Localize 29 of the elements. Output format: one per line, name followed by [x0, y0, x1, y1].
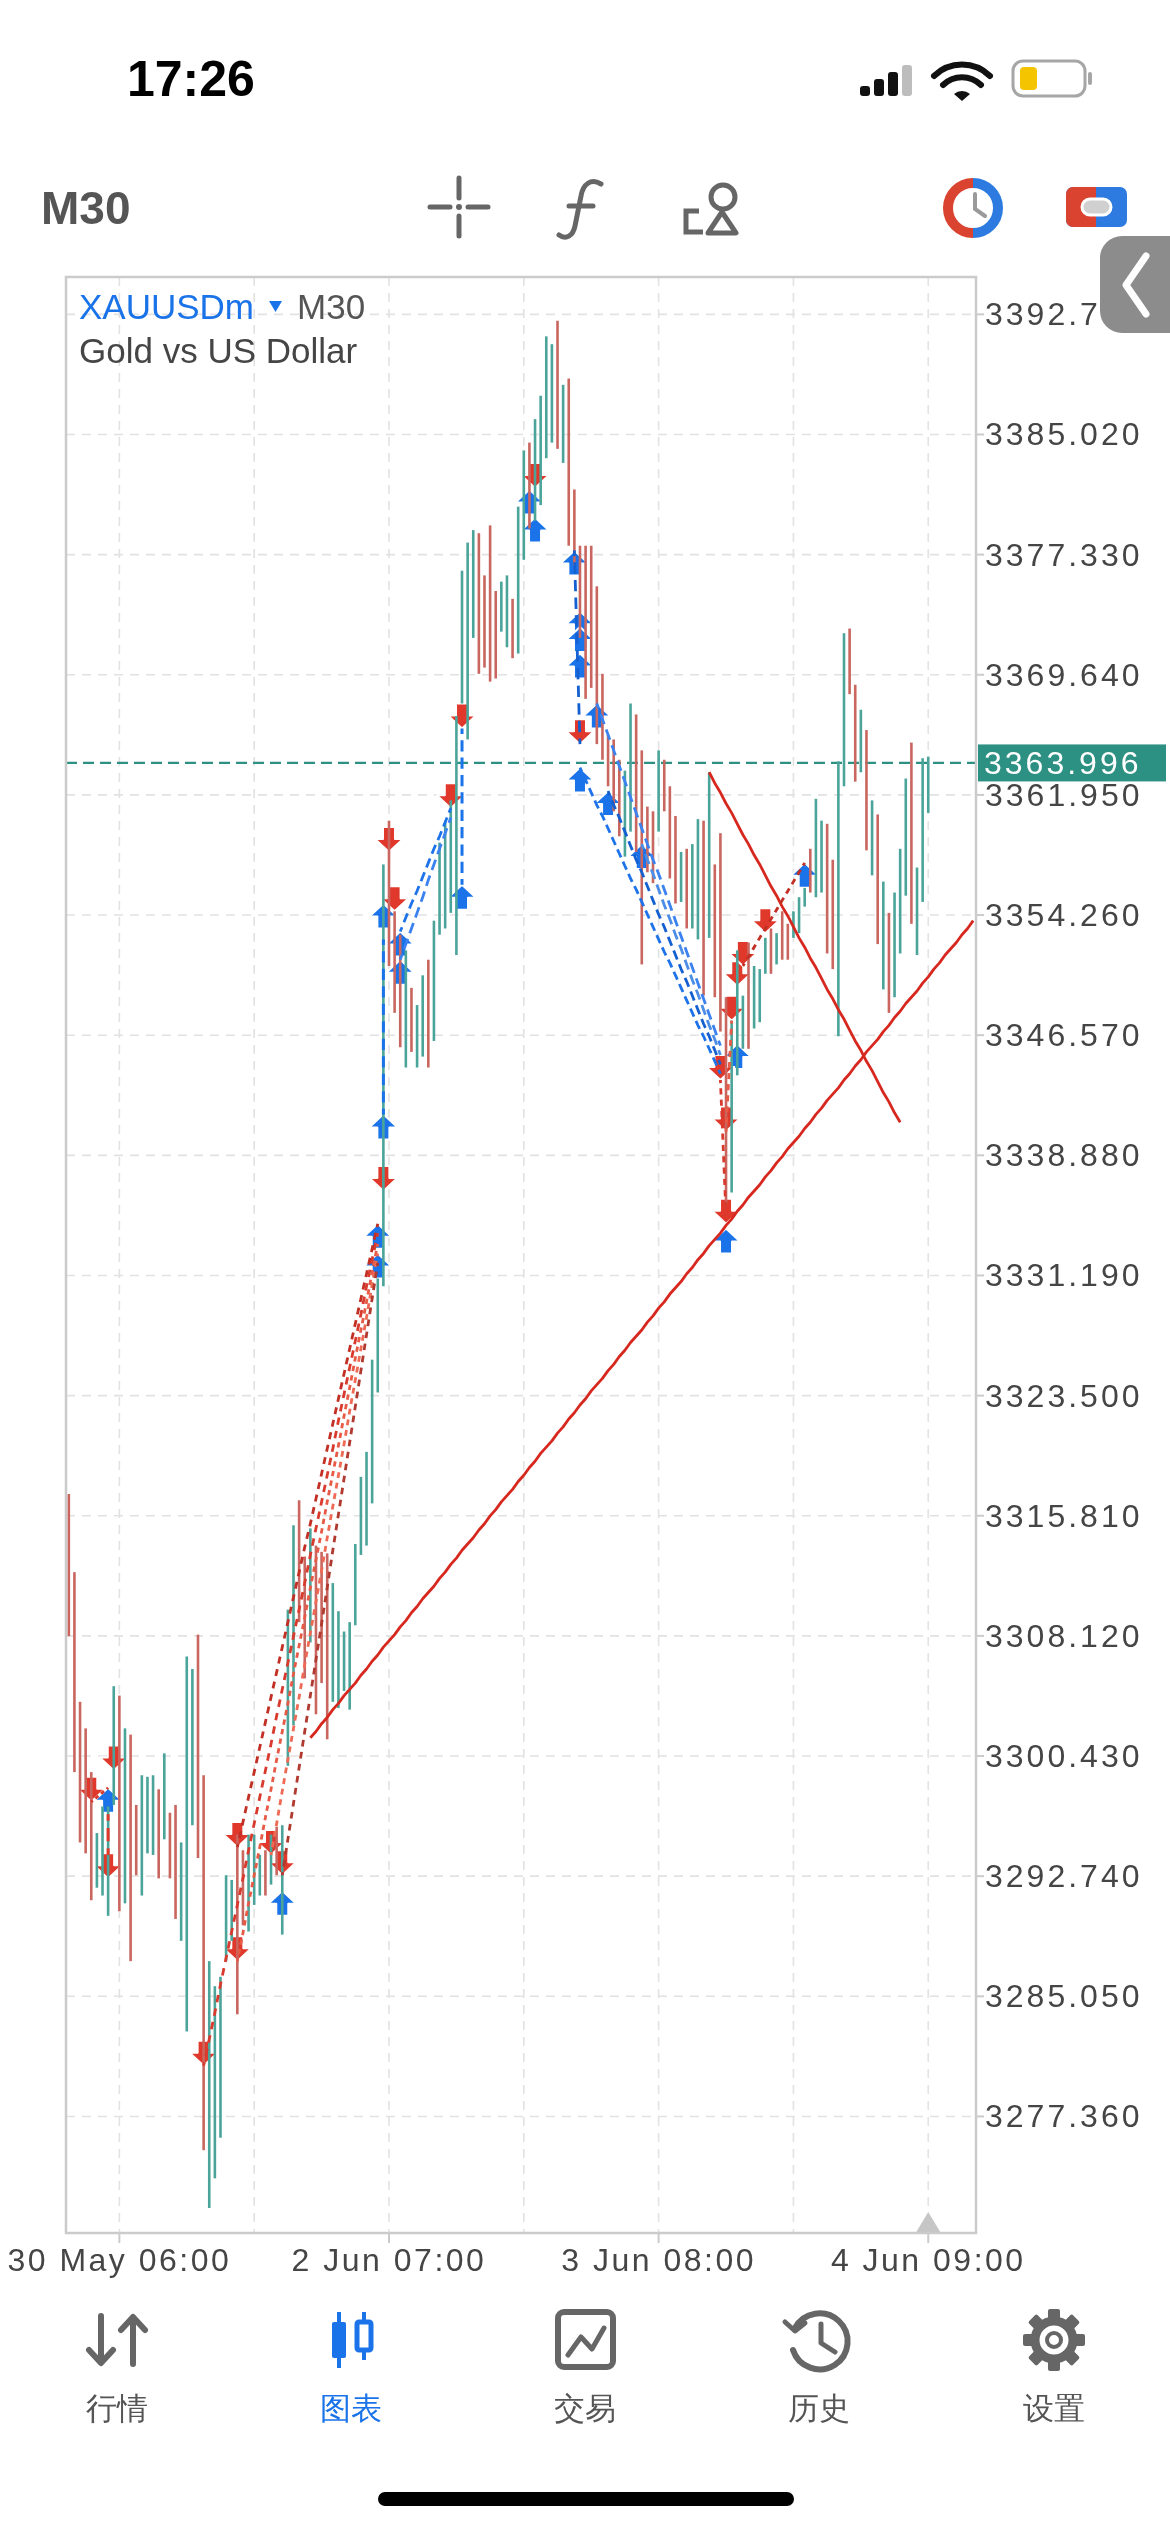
- y-tick-label: 3377.330: [985, 536, 1143, 573]
- text: 历史: [788, 2391, 850, 2426]
- y-tick-label: 3369.640: [985, 656, 1143, 693]
- y-tick-label: 3354.260: [985, 897, 1143, 934]
- x-tick-label: 2 Jun 07:00: [291, 2242, 487, 2278]
- y-tick-label: 3308.120: [985, 1617, 1143, 1654]
- text: 交易: [554, 2391, 616, 2426]
- text: 设置: [1023, 2391, 1085, 2426]
- text: 图表: [320, 2391, 382, 2426]
- y-tick-label: 3277.360: [985, 2098, 1143, 2135]
- y-tick-label: 3338.880: [985, 1137, 1143, 1174]
- y-tick-label: 3285.050: [985, 1978, 1143, 2015]
- y-tick-label: 3300.430: [985, 1738, 1143, 1775]
- y-tick-label: 3385.020: [985, 416, 1143, 453]
- text: 17:26: [127, 51, 255, 107]
- text: 行情: [86, 2391, 148, 2426]
- text: M30: [41, 182, 131, 234]
- y-tick-label: 3331.190: [985, 1257, 1143, 1294]
- x-tick-label: 4 Jun 09:00: [830, 2242, 1026, 2278]
- y-tick-label: 3323.500: [985, 1377, 1143, 1414]
- y-tick-label: 3346.570: [985, 1017, 1143, 1054]
- annotation: M30: [297, 287, 366, 326]
- x-tick-label: 3 Jun 08:00: [561, 2242, 756, 2278]
- x-tick-label: 30 May 06:00: [7, 2242, 232, 2278]
- y-tick-label: 3292.740: [985, 1858, 1143, 1895]
- chart-title: XAUUSDm: [79, 287, 255, 326]
- y-tick-label: 3392.7: [985, 296, 1101, 333]
- text: Gold vs US Dollar: [79, 331, 358, 370]
- y-tick-label: 3315.810: [985, 1497, 1143, 1534]
